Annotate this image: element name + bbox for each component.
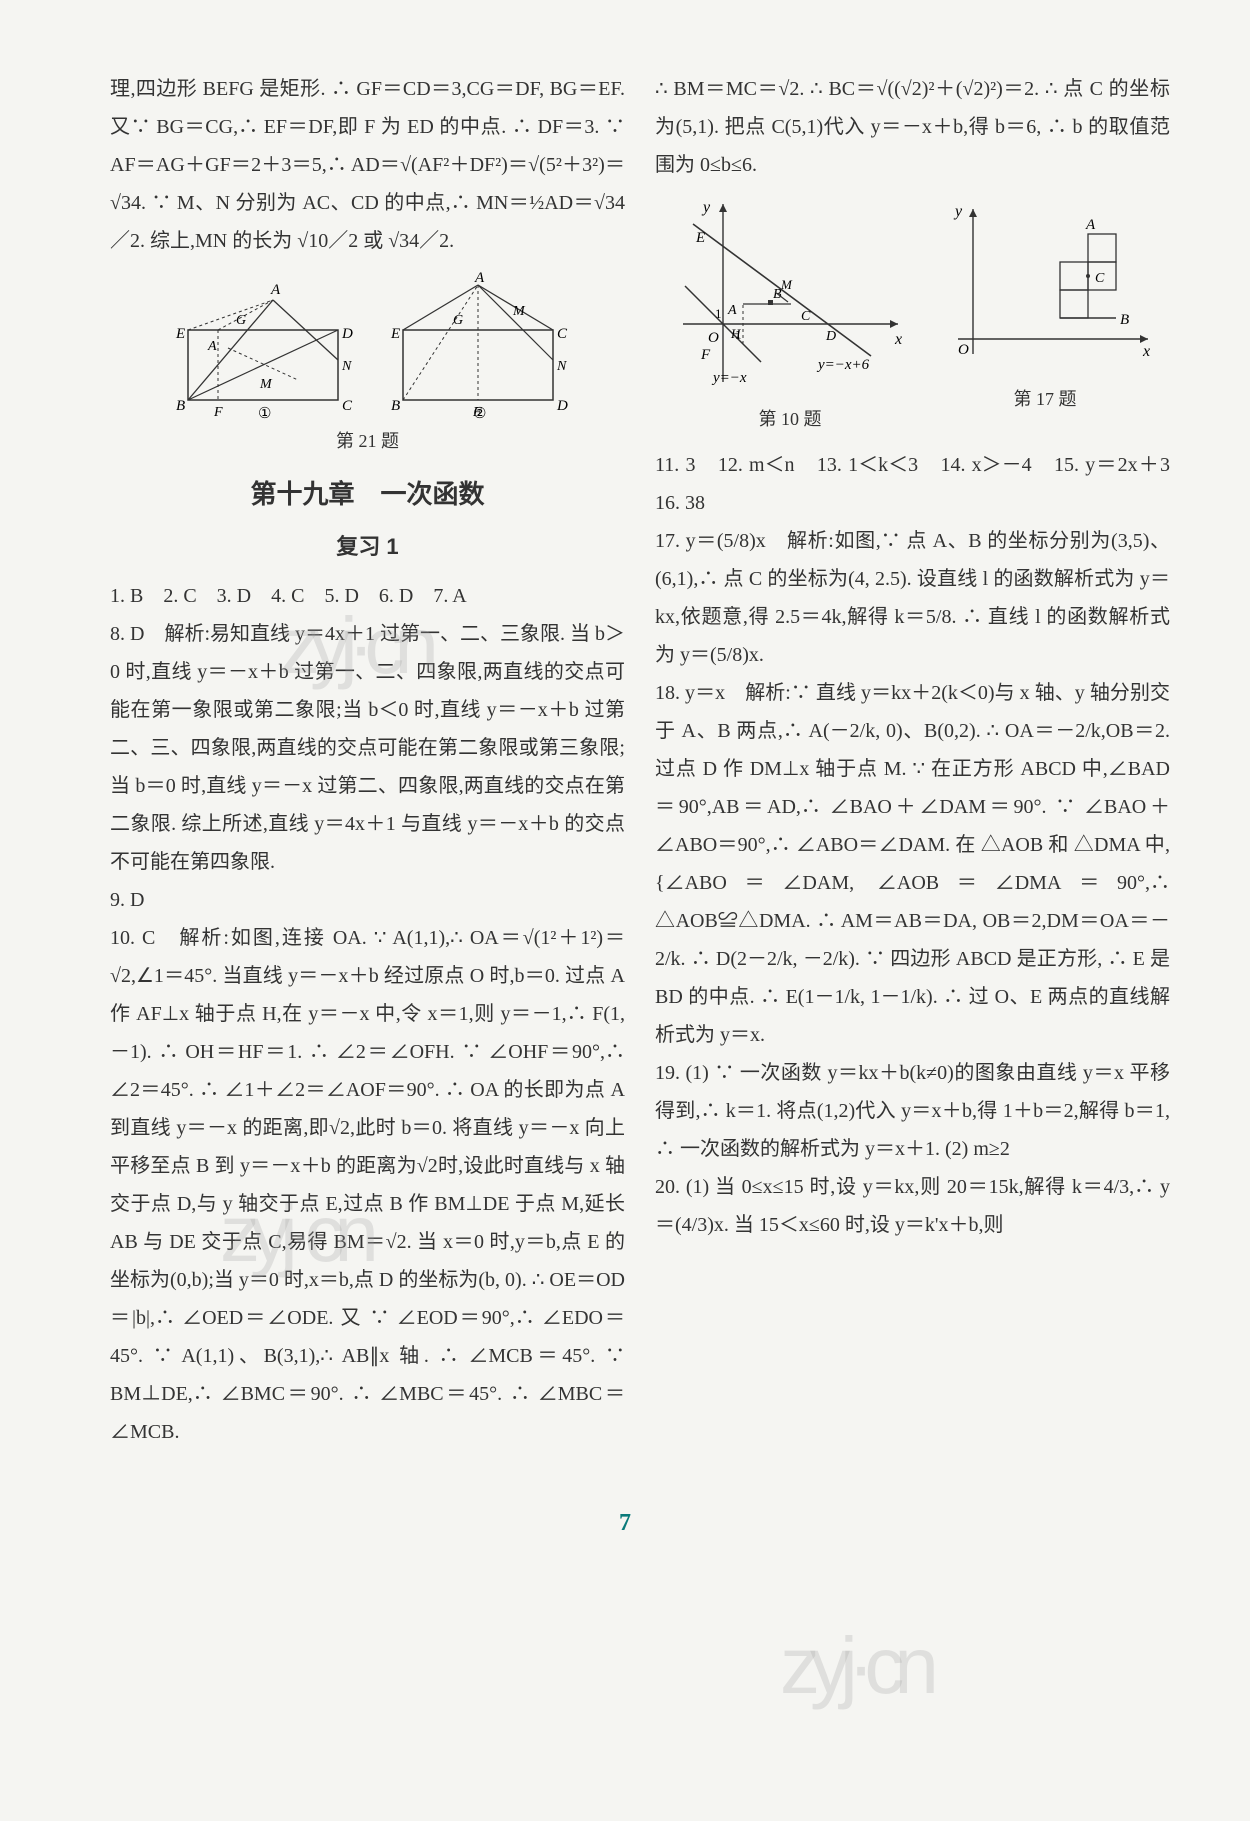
svg-text:A: A — [207, 339, 217, 354]
svg-text:N: N — [341, 359, 352, 374]
svg-text:E: E — [695, 230, 705, 246]
svg-text:A: A — [270, 282, 281, 298]
chapter-title: 第十九章 一次函数 — [110, 470, 625, 519]
q19: 19. (1) ∵ 一次函数 y＝kx＋b(k≠0)的图象由直线 y＝x 平移得… — [655, 1054, 1170, 1168]
svg-text:C: C — [1095, 271, 1105, 286]
fig17-wrap: x y O A B C 第 17 题 — [938, 194, 1153, 442]
svg-text:C: C — [801, 309, 811, 324]
svg-text:F: F — [213, 405, 223, 420]
svg-text:x: x — [894, 331, 902, 348]
svg-text:②: ② — [473, 406, 486, 420]
svg-text:C: C — [342, 398, 353, 414]
fig10-wrap: x y O y=−x y=−x+6 E F A H B — [673, 194, 908, 442]
svg-text:O: O — [958, 342, 969, 358]
svg-text:G: G — [453, 313, 463, 328]
fig10-caption: 第 10 题 — [673, 402, 908, 436]
fig21-panel-1: A E D B C G A N M F ① — [168, 270, 353, 420]
svg-text:M: M — [512, 304, 526, 319]
svg-text:A: A — [1085, 217, 1096, 233]
svg-text:A: A — [727, 303, 737, 318]
svg-text:x: x — [1142, 343, 1150, 360]
figures-10-17: x y O y=−x y=−x+6 E F A H B — [655, 194, 1170, 442]
svg-text:D: D — [825, 329, 836, 344]
svg-text:M: M — [780, 277, 793, 292]
watermark-3: zуj·cn — [780, 1590, 929, 1742]
svg-text:y=−x: y=−x — [711, 370, 747, 386]
svg-text:D: D — [556, 398, 568, 414]
svg-text:F: F — [700, 347, 711, 363]
svg-text:E: E — [175, 326, 185, 342]
page-root: 理,四边形 BEFG 是矩形. ∴ GF＝CD＝3,CG＝DF, BG＝EF. … — [0, 0, 1250, 1491]
svg-text:M: M — [259, 377, 273, 392]
fig17-svg: x y O A B C — [938, 194, 1153, 369]
q18: 18. y＝x 解析:∵ 直线 y＝kx＋2(k＜0)与 x 轴、y 轴分别交于… — [655, 674, 1170, 1054]
fig21-caption: 第 21 题 — [110, 424, 625, 458]
fig10-svg: x y O y=−x y=−x+6 E F A H B — [673, 194, 908, 389]
svg-text:O: O — [708, 330, 719, 346]
svg-text:①: ① — [258, 406, 271, 420]
svg-text:y: y — [953, 203, 963, 220]
page-number: 7 — [0, 1501, 1250, 1547]
left-column: 理,四边形 BEFG 是矩形. ∴ GF＝CD＝3,CG＝DF, BG＝EF. … — [110, 70, 625, 1451]
svg-text:y: y — [701, 199, 711, 216]
fig17-caption: 第 17 题 — [938, 382, 1153, 416]
svg-text:1: 1 — [715, 306, 722, 321]
q17: 17. y＝(5/8)x 解析:如图,∵ 点 A、B 的坐标分别为(3,5)、(… — [655, 522, 1170, 674]
svg-text:y=−x+6: y=−x+6 — [816, 357, 870, 373]
svg-text:G: G — [236, 313, 246, 328]
svg-text:B: B — [176, 398, 185, 414]
svg-text:B: B — [391, 398, 400, 414]
svg-text:1: 1 — [735, 327, 742, 342]
fig21-panel-2: A E C B D G M N F ② — [383, 270, 568, 420]
svg-text:B: B — [1120, 312, 1129, 328]
q20: 20. (1) 当 0≤x≤15 时,设 y＝kx,则 20＝15k,解得 k＝… — [655, 1168, 1170, 1244]
svg-text:N: N — [556, 359, 567, 374]
svg-text:A: A — [474, 270, 485, 286]
q10: 10. C 解析:如图,连接 OA. ∵ A(1,1),∴ OA＝√(1²＋1²… — [110, 919, 625, 1451]
continuation-right: ∴ BM＝MC＝√2. ∴ BC＝√((√2)²＋(√2)²)＝2. ∴ 点 C… — [655, 70, 1170, 184]
svg-text:E: E — [390, 326, 400, 342]
q9: 9. D — [110, 881, 625, 919]
answers-1-7: 1. B 2. C 3. D 4. C 5. D 6. D 7. A — [110, 577, 625, 615]
right-column: ∴ BM＝MC＝√2. ∴ BC＝√((√2)²＋(√2)²)＝2. ∴ 点 C… — [655, 70, 1170, 1451]
sub-title: 复习 1 — [110, 526, 625, 568]
figure-21: A E D B C G A N M F ① A E — [110, 270, 625, 420]
answers-11-16: 11. 3 12. m＜n 13. 1＜k＜3 14. x＞－4 15. y＝2… — [655, 446, 1170, 522]
svg-text:D: D — [341, 326, 353, 342]
svg-text:C: C — [557, 326, 568, 342]
q8: 8. D 解析:易知直线 y＝4x＋1 过第一、二、三象限. 当 b＞0 时,直… — [110, 615, 625, 881]
continuation-text: 理,四边形 BEFG 是矩形. ∴ GF＝CD＝3,CG＝DF, BG＝EF. … — [110, 70, 625, 260]
